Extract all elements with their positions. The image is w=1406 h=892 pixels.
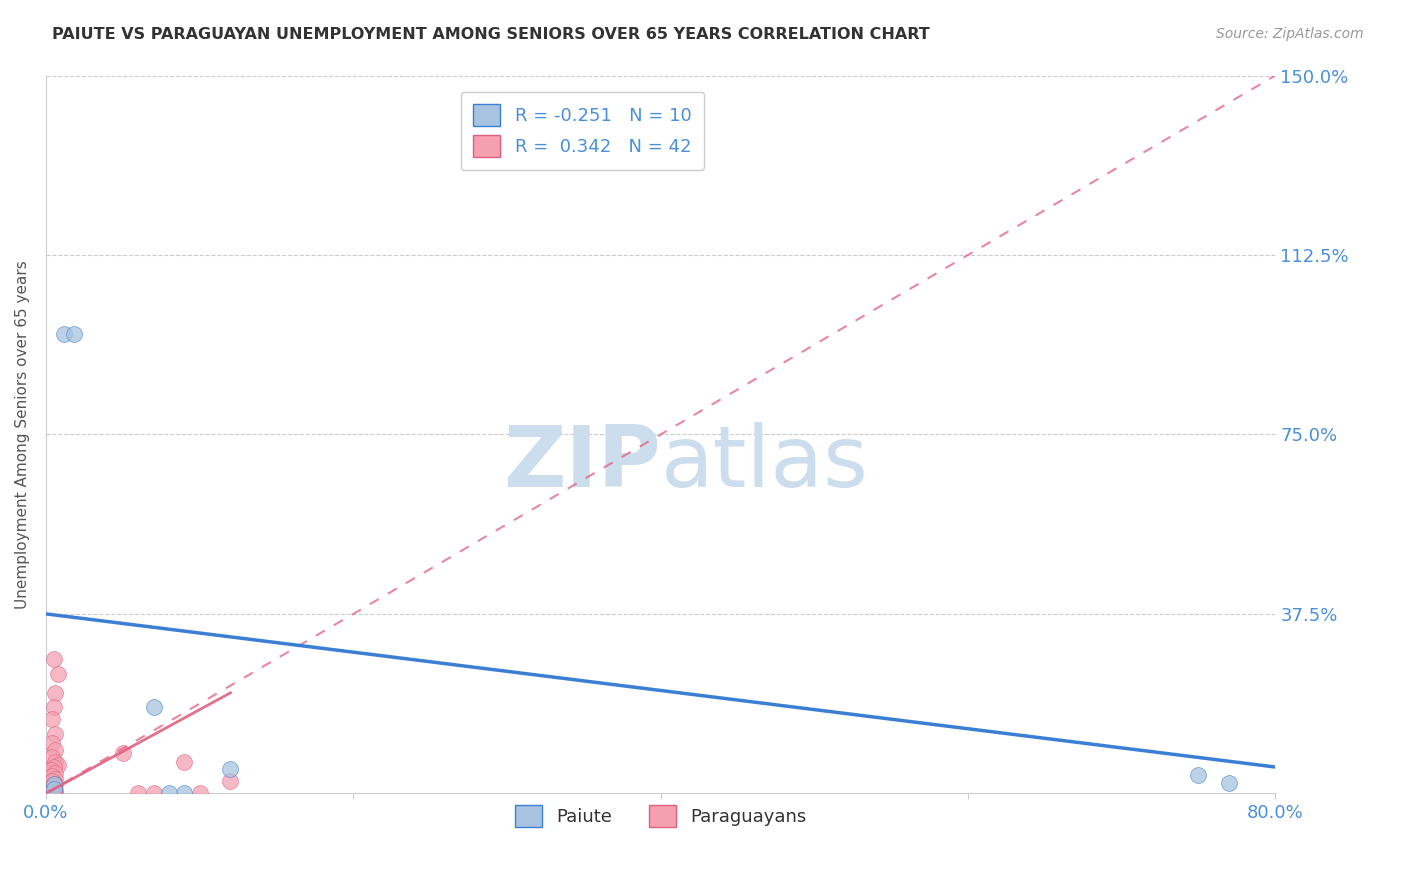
Point xyxy=(41,786,63,800)
Point xyxy=(1187,768,1209,782)
Point xyxy=(44,766,66,780)
Point xyxy=(142,700,165,714)
Text: Source: ZipAtlas.com: Source: ZipAtlas.com xyxy=(1216,27,1364,41)
Point xyxy=(42,786,65,800)
Point xyxy=(219,774,242,789)
Point xyxy=(44,783,66,797)
Point xyxy=(42,700,65,714)
Point xyxy=(127,786,149,800)
Point xyxy=(46,666,69,681)
Point xyxy=(42,786,65,800)
Point xyxy=(41,774,63,789)
Point xyxy=(42,786,65,800)
Point xyxy=(42,782,65,797)
Point xyxy=(173,786,195,800)
Point xyxy=(39,786,62,800)
Point xyxy=(41,750,63,764)
Point xyxy=(41,779,63,793)
Point xyxy=(46,757,69,772)
Text: atlas: atlas xyxy=(661,422,869,505)
Point xyxy=(39,780,62,795)
Point xyxy=(41,786,63,800)
Point xyxy=(41,769,63,783)
Point xyxy=(62,326,84,341)
Point xyxy=(41,736,63,750)
Point xyxy=(173,756,195,770)
Point xyxy=(44,743,66,757)
Point xyxy=(42,785,65,799)
Point xyxy=(44,726,66,740)
Point xyxy=(142,786,165,800)
Point xyxy=(41,786,63,800)
Point xyxy=(44,786,66,800)
Point xyxy=(111,746,134,760)
Point xyxy=(188,786,211,800)
Point xyxy=(39,786,62,800)
Point xyxy=(41,712,63,726)
Point xyxy=(39,786,62,800)
Point xyxy=(1218,776,1240,790)
Y-axis label: Unemployment Among Seniors over 65 years: Unemployment Among Seniors over 65 years xyxy=(15,260,30,609)
Point xyxy=(44,777,66,791)
Point xyxy=(42,777,65,791)
Point xyxy=(44,756,66,770)
Point xyxy=(157,786,180,800)
Point xyxy=(44,772,66,786)
Point xyxy=(41,784,63,798)
Legend: Paiute, Paraguayans: Paiute, Paraguayans xyxy=(508,798,814,835)
Text: PAIUTE VS PARAGUAYAN UNEMPLOYMENT AMONG SENIORS OVER 65 YEARS CORRELATION CHART: PAIUTE VS PARAGUAYAN UNEMPLOYMENT AMONG … xyxy=(52,27,929,42)
Point xyxy=(39,785,62,799)
Point xyxy=(39,786,62,800)
Text: ZIP: ZIP xyxy=(503,422,661,505)
Point xyxy=(219,763,242,777)
Point xyxy=(42,760,65,774)
Point xyxy=(44,686,66,700)
Point xyxy=(42,781,65,796)
Point xyxy=(53,326,76,341)
Point xyxy=(42,652,65,666)
Point xyxy=(39,764,62,778)
